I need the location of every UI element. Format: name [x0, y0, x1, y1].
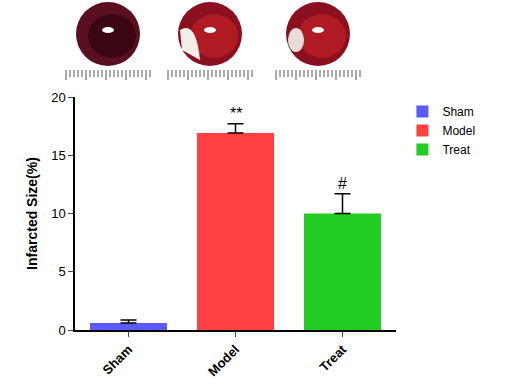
svg-text:10: 10 [51, 206, 65, 221]
svg-text:Model: Model [205, 342, 242, 379]
svg-text:Sham: Sham [442, 105, 473, 119]
svg-text:Model: Model [442, 124, 475, 138]
svg-text:5: 5 [58, 264, 65, 279]
svg-text:Infarcted Size(%): Infarcted Size(%) [24, 157, 40, 270]
svg-text:Treat: Treat [317, 341, 350, 374]
svg-text:0: 0 [58, 323, 65, 338]
svg-text:**: ** [230, 105, 242, 122]
svg-text:#: # [338, 175, 347, 192]
svg-text:15: 15 [51, 148, 65, 163]
svg-text:Treat: Treat [442, 143, 470, 157]
svg-text:20: 20 [51, 90, 65, 105]
svg-text:Sham: Sham [100, 342, 136, 378]
